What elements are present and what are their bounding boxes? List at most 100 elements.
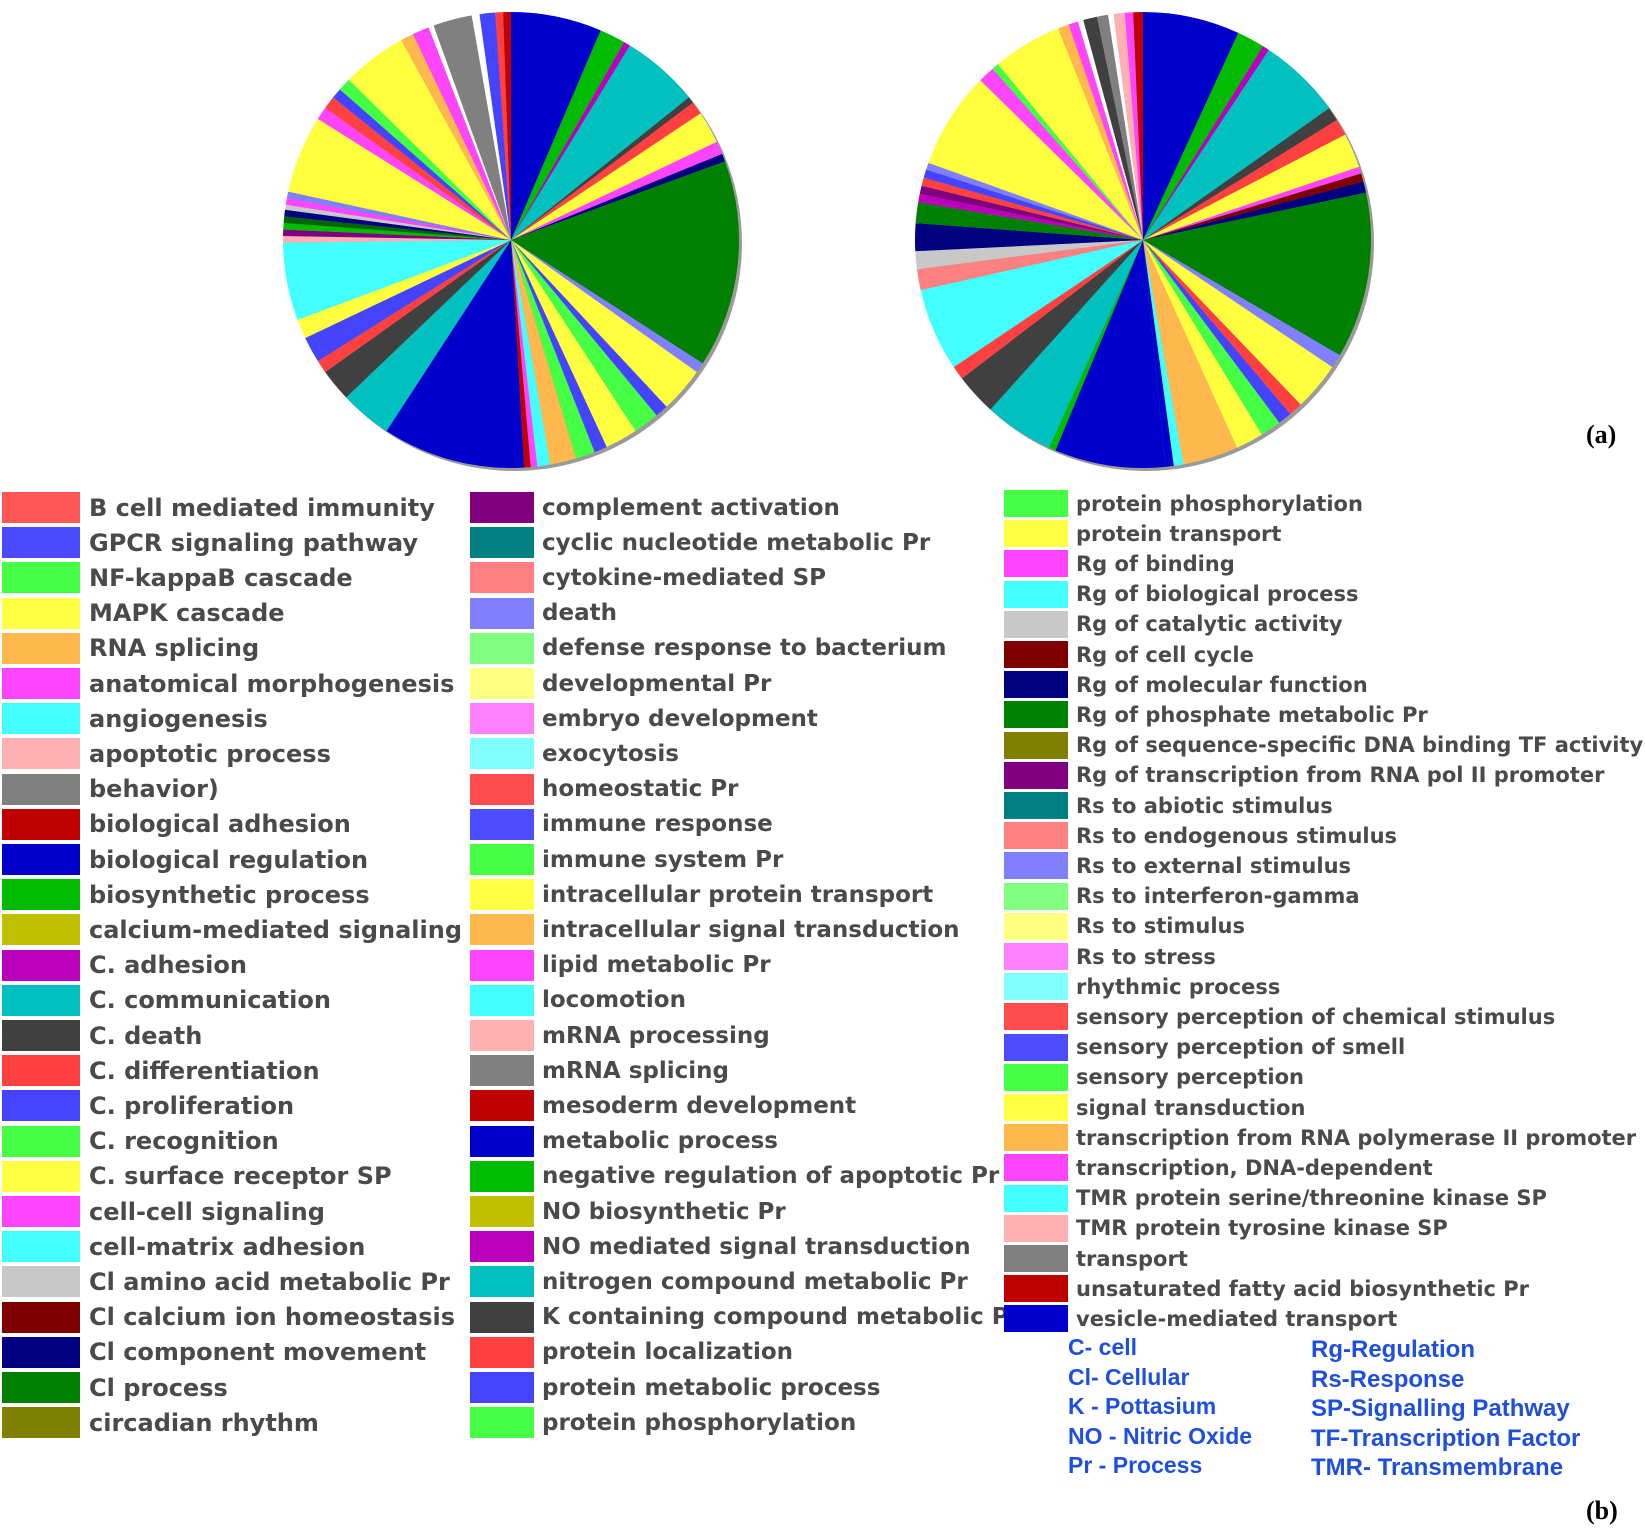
- panel-label-b: (b): [1586, 1496, 1618, 1525]
- legend-swatch: [470, 632, 534, 664]
- legend-swatch: [2, 1125, 80, 1157]
- legend-swatch: [470, 1231, 534, 1263]
- legend-swatch: [2, 1090, 80, 1122]
- legend-item: Rg of catalytic activity: [1004, 610, 1343, 638]
- legend-label: negative regulation of apoptotic Pr: [542, 1163, 1000, 1190]
- legend-item: Rg of transcription from RNA pol II prom…: [1004, 761, 1605, 789]
- legend-swatch: [1004, 550, 1068, 578]
- pie-slice: [1143, 240, 1174, 467]
- abbreviation-item: NO - Nitric Oxide: [1068, 1422, 1253, 1449]
- legend-swatch: [1004, 1275, 1068, 1303]
- legend-item: angiogenesis: [2, 703, 268, 735]
- pie-slice: [495, 12, 511, 241]
- legend-item: intracellular protein transport: [470, 879, 934, 911]
- legend-label: sensory perception of smell: [1076, 1035, 1406, 1060]
- pie-slice: [923, 169, 1143, 240]
- pie-slice: [1143, 240, 1238, 465]
- pie-slice: [1048, 240, 1143, 451]
- legend-label: Rg of sequence-specific DNA binding TF a…: [1076, 733, 1644, 758]
- legend-label: homeostatic Pr: [542, 776, 739, 803]
- legend-label: rhythmic process: [1076, 974, 1281, 999]
- legend-item: intracellular signal transduction: [470, 914, 960, 946]
- pie-slice: [1143, 240, 1333, 405]
- legend-swatch: [1004, 761, 1068, 789]
- legend-item: protein transport: [1004, 520, 1281, 548]
- abbreviation-item: K - Pottasium: [1068, 1393, 1217, 1419]
- legend-label: Cl process: [89, 1373, 228, 1402]
- legend-label: mRNA processing: [542, 1022, 770, 1049]
- legend-swatch: [2, 844, 80, 875]
- legend-label: Rg of binding: [1076, 551, 1235, 576]
- legend-label: sensory perception: [1076, 1065, 1304, 1090]
- pie-slice: [428, 25, 511, 240]
- legend-label: vesicle-mediated transport: [1076, 1306, 1398, 1331]
- legend-item: homeostatic Pr: [470, 773, 739, 805]
- legend-item: cell-cell signaling: [2, 1196, 325, 1227]
- legend-item: GPCR signaling pathway: [2, 527, 418, 559]
- legend-swatch: [470, 1055, 534, 1087]
- pie-slice: [1143, 119, 1346, 240]
- pie-slice: [1143, 240, 1301, 415]
- pie-slice: [1143, 108, 1337, 241]
- legend-swatch: [1004, 973, 1068, 1001]
- legend-swatch: [470, 808, 534, 840]
- legend-swatch: [2, 1301, 80, 1333]
- legend-swatch: [1004, 1094, 1068, 1121]
- legend-swatch: [2, 738, 80, 770]
- legend-swatch: [470, 949, 534, 981]
- legend-swatch: [470, 492, 534, 523]
- legend-swatch: [1004, 520, 1068, 548]
- legend-swatch: [1004, 490, 1068, 517]
- legend-swatch: [1004, 1033, 1068, 1061]
- pie-slice: [990, 240, 1143, 448]
- legend-swatch: [470, 1160, 534, 1192]
- legend-item: exocytosis: [470, 738, 679, 770]
- legend-item: lipid metabolic Pr: [470, 949, 771, 981]
- legend-item: Rs to external stimulus: [1004, 852, 1351, 880]
- legend-swatch: [1004, 912, 1068, 940]
- legend-label: NO mediated signal transduction: [542, 1233, 971, 1260]
- legend-swatch: [1004, 792, 1068, 819]
- pie-slice: [1143, 240, 1291, 423]
- pie-slice: [918, 193, 1143, 240]
- legend-item: sensory perception: [1004, 1063, 1304, 1091]
- legend-swatch: [470, 844, 534, 875]
- legend-label: apoptotic process: [89, 739, 331, 768]
- legend-item: cyclic nucleotide metabolic Pr: [470, 527, 930, 559]
- pie-slice: [1113, 12, 1143, 241]
- pie-slice: [283, 222, 511, 240]
- legend-item: immune response: [470, 808, 773, 840]
- legend-item: protein phosphorylation: [470, 1407, 856, 1439]
- legend-label: biological regulation: [89, 845, 369, 874]
- legend-label: TMR protein tyrosine kinase SP: [1076, 1216, 1448, 1241]
- pie-slice: [1143, 240, 1262, 448]
- legend-item: signal transduction: [1004, 1094, 1305, 1121]
- legend-item: B cell mediated immunity: [2, 492, 435, 523]
- legend-swatch: [2, 914, 80, 946]
- abbreviation-item: Cl- Cellular: [1068, 1363, 1190, 1390]
- legend-item: mRNA processing: [470, 1020, 770, 1051]
- legend-label: mRNA splicing: [542, 1057, 730, 1084]
- pie-slice: [928, 80, 1143, 240]
- legend-swatch: [470, 527, 534, 559]
- pie-slice: [285, 198, 511, 240]
- legend-label: circadian rhythm: [89, 1408, 319, 1437]
- pie-slice: [401, 34, 511, 240]
- legend-item: protein localization: [470, 1336, 793, 1368]
- legend-item: Rg of molecular function: [1004, 671, 1368, 699]
- legend-item: behavior): [2, 773, 219, 805]
- pie-slice: [1143, 32, 1264, 241]
- pie-slice: [325, 97, 511, 241]
- legend-label: developmental Pr: [542, 670, 772, 697]
- legend-label: protein phosphorylation: [1076, 491, 1363, 516]
- pie-slice: [916, 240, 1143, 291]
- pie-slice: [511, 240, 551, 467]
- legend-item: C. adhesion: [2, 949, 247, 981]
- legend-swatch: [470, 668, 534, 699]
- abbreviation-item: C- cell: [1068, 1334, 1138, 1360]
- pie-slice: [511, 240, 531, 468]
- legend-swatch: [1004, 701, 1068, 729]
- legend-label: intracellular protein transport: [542, 881, 934, 908]
- legend-label: Rg of transcription from RNA pol II prom…: [1076, 763, 1605, 788]
- legend-label: Rg of catalytic activity: [1076, 612, 1343, 637]
